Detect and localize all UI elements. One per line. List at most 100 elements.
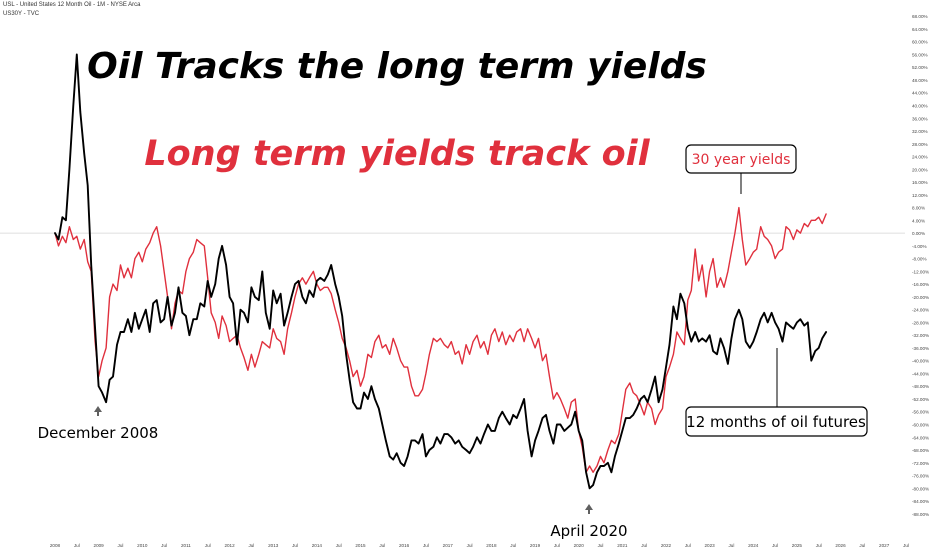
x-tick-label: 2013 xyxy=(268,543,279,548)
dec2008-marker: December 2008 xyxy=(38,406,159,442)
x-tick-label: 2010 xyxy=(137,543,148,548)
x-tick-label: 2025 xyxy=(792,543,803,548)
x-tick-label: Jul xyxy=(641,543,647,548)
x-tick-label: Jul xyxy=(248,543,254,548)
y-tick-label: -52.00% xyxy=(912,397,929,402)
apr2020-marker: April 2020 xyxy=(550,504,628,540)
y-tick-label: 48.00% xyxy=(912,78,928,83)
x-tick-label: Jul xyxy=(161,543,167,548)
y-tick-label: 44.00% xyxy=(912,91,928,96)
y-tick-label: -72.00% xyxy=(912,461,929,466)
y-tick-label: -84.00% xyxy=(912,499,929,504)
y-tick-label: -76.00% xyxy=(912,474,929,479)
x-tick-label: 2021 xyxy=(617,543,628,548)
yields-callout: 30 year yields xyxy=(685,144,797,194)
y-tick-label: -80.00% xyxy=(912,486,929,491)
y-tick-label: 20.00% xyxy=(912,167,928,172)
y-tick-label: 16.00% xyxy=(912,180,928,185)
y-tick-label: -20.00% xyxy=(912,295,929,300)
y-tick-label: 0.00% xyxy=(912,231,925,236)
x-tick-label: Jul xyxy=(685,543,691,548)
y-tick-label: -8.00% xyxy=(912,257,927,262)
x-tick-label: 2024 xyxy=(748,543,759,548)
x-tick-label: Jul xyxy=(510,543,516,548)
y-tick-label: -40.00% xyxy=(912,359,929,364)
y-tick-label: -44.00% xyxy=(912,371,929,376)
y-tick-label: 40.00% xyxy=(912,104,928,109)
y-tick-label: 12.00% xyxy=(912,193,928,198)
overlay-header: US30Y - TVC xyxy=(3,11,40,17)
x-tick-label: Jul xyxy=(292,543,298,548)
y-tick-label: 56.00% xyxy=(912,52,928,57)
dec2008-arrow-icon xyxy=(94,406,102,416)
x-tick-label: Jul xyxy=(598,543,604,548)
x-tick-label: Jul xyxy=(554,543,560,548)
y-tick-label: -4.00% xyxy=(912,244,927,249)
x-tick-label: Jul xyxy=(903,543,909,548)
x-tick-label: Jul xyxy=(336,543,342,548)
x-tick-label: 2020 xyxy=(574,543,585,548)
x-tick-label: 2014 xyxy=(312,543,323,548)
y-tick-label: 4.00% xyxy=(912,218,925,223)
y-tick-label: -64.00% xyxy=(912,435,929,440)
dec2008-label: December 2008 xyxy=(38,424,159,442)
y-tick-label: 68.00% xyxy=(912,14,928,19)
y-tick-label: 28.00% xyxy=(912,142,928,147)
x-tick-label: Jul xyxy=(379,543,385,548)
oil-callout: 12 months of oil futures xyxy=(685,348,868,437)
y-tick-label: 60.00% xyxy=(912,40,928,45)
x-tick-label: 2019 xyxy=(530,543,541,548)
x-tick-label: Jul xyxy=(423,543,429,548)
y-tick-label: -60.00% xyxy=(912,422,929,427)
x-tick-label: Jul xyxy=(205,543,211,548)
apr2020-arrow-icon xyxy=(585,504,593,514)
symbol-header: USL - United States 12 Month Oil - 1M - … xyxy=(3,2,141,8)
y-axis: 68.00% 64.00% 60.00% 56.00% 52.00% 48.00% 44.0… xyxy=(912,14,929,517)
oil-callout-label: 12 months of oil futures xyxy=(686,413,866,431)
x-tick-label: 2022 xyxy=(661,543,672,548)
y-tick-label: -88.00% xyxy=(912,512,929,517)
x-tick-label: Jul xyxy=(74,543,80,548)
x-tick-label: 2023 xyxy=(704,543,715,548)
x-tick-label: Jul xyxy=(728,543,734,548)
x-tick-label: 2016 xyxy=(399,543,410,548)
x-tick-label: Jul xyxy=(859,543,865,548)
y-tick-label: -28.00% xyxy=(912,320,929,325)
x-tick-label: Jul xyxy=(467,543,473,548)
y-tick-label: -48.00% xyxy=(912,384,929,389)
y-tick-label: -24.00% xyxy=(912,308,929,313)
x-tick-label: Jul xyxy=(772,543,778,548)
y-tick-label: 64.00% xyxy=(912,27,928,32)
y-tick-label: -36.00% xyxy=(912,346,929,351)
yields-callout-label: 30 year yields xyxy=(692,152,791,168)
x-tick-label: 2027 xyxy=(879,543,890,548)
series-layer xyxy=(54,53,828,490)
x-axis: 2008 Jul 2009 Jul 2010 Jul 2011 Jul 2012 Jul 2013 J… xyxy=(50,543,909,548)
y-tick-label: 36.00% xyxy=(912,116,928,121)
x-tick-label: 2012 xyxy=(224,543,235,548)
y-tick-label: 52.00% xyxy=(912,65,928,70)
y-tick-label: -68.00% xyxy=(912,448,929,453)
chart-subtitle: Long term yields track oil xyxy=(144,134,650,174)
y-tick-label: -12.00% xyxy=(912,269,929,274)
y-tick-label: -56.00% xyxy=(912,410,929,415)
y-tick-label: -16.00% xyxy=(912,282,929,287)
apr2020-label: April 2020 xyxy=(550,522,627,540)
y-tick-label: -32.00% xyxy=(912,333,929,338)
x-tick-label: Jul xyxy=(816,543,822,548)
y-tick-label: 24.00% xyxy=(912,155,928,160)
x-tick-label: 2017 xyxy=(443,543,454,548)
chart-title: Oil Tracks the long term yields xyxy=(87,46,707,87)
x-tick-label: 2018 xyxy=(486,543,497,548)
y-tick-label: 8.00% xyxy=(912,206,925,211)
x-tick-label: 2009 xyxy=(94,543,105,548)
series-line-us30y xyxy=(54,206,827,473)
x-tick-label: 2008 xyxy=(50,543,61,548)
x-tick-label: 2011 xyxy=(181,543,191,548)
x-tick-label: Jul xyxy=(118,543,124,548)
y-tick-label: 32.00% xyxy=(912,129,928,134)
x-tick-label: 2026 xyxy=(835,543,846,548)
series-line-usl xyxy=(54,53,828,490)
